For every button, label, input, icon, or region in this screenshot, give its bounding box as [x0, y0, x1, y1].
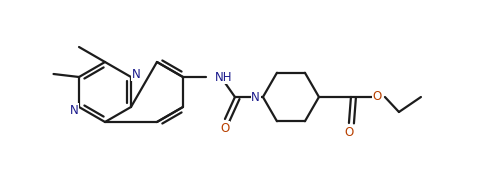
Text: O: O [344, 125, 353, 139]
Text: N: N [131, 68, 140, 80]
Text: N: N [70, 103, 78, 117]
Text: NH: NH [214, 70, 232, 83]
Text: O: O [220, 122, 229, 134]
Text: N: N [251, 90, 259, 103]
Text: O: O [372, 90, 381, 102]
